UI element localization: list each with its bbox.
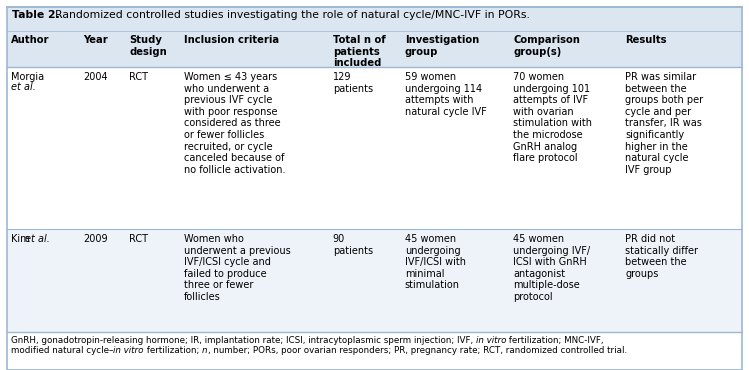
Text: Kim: Kim — [11, 234, 33, 244]
Text: RCT: RCT — [130, 234, 148, 244]
Text: in vitro: in vitro — [476, 336, 506, 345]
Text: Women ≤ 43 years
who underwent a
previous IVF cycle
with poor response
considere: Women ≤ 43 years who underwent a previou… — [184, 72, 285, 175]
Text: PR did not
statically differ
between the
groups: PR did not statically differ between the… — [625, 234, 698, 279]
Text: et al.: et al. — [11, 82, 36, 92]
Bar — [7, 67, 742, 229]
Text: in vitro: in vitro — [113, 346, 144, 355]
Text: 2009: 2009 — [83, 234, 108, 244]
Text: Author: Author — [11, 35, 49, 45]
Text: PR was similar
between the
groups both per
cycle and per
transfer, IR was
signif: PR was similar between the groups both p… — [625, 72, 703, 175]
Bar — [7, 31, 742, 67]
Text: Results: Results — [625, 35, 667, 45]
Text: fertilization; MNC-IVF,: fertilization; MNC-IVF, — [506, 336, 604, 345]
Text: Morgia: Morgia — [11, 72, 44, 82]
Text: 90
patients: 90 patients — [333, 234, 373, 256]
Text: Year: Year — [83, 35, 108, 45]
Text: 45 women
undergoing
IVF/ICSI with
minimal
stimulation: 45 women undergoing IVF/ICSI with minima… — [404, 234, 466, 290]
Text: RCT: RCT — [130, 72, 148, 82]
Text: Study
design: Study design — [130, 35, 167, 57]
Text: 129
patients: 129 patients — [333, 72, 373, 94]
Bar — [7, 7, 742, 31]
Text: Investigation
group: Investigation group — [404, 35, 479, 57]
Text: n: n — [202, 346, 207, 355]
Text: fertilization;: fertilization; — [144, 346, 202, 355]
Text: Women who
underwent a previous
IVF/ICSI cycle and
failed to produce
three or few: Women who underwent a previous IVF/ICSI … — [184, 234, 291, 302]
Text: Table 2.: Table 2. — [12, 10, 60, 20]
Bar — [7, 229, 742, 332]
Text: 59 women
undergoing 114
attempts with
natural cycle IVF: 59 women undergoing 114 attempts with na… — [404, 72, 486, 117]
Text: 45 women
undergoing IVF/
ICSI with GnRH
antagonist
multiple-dose
protocol: 45 women undergoing IVF/ ICSI with GnRH … — [513, 234, 590, 302]
Text: GnRH, gonadotropin-releasing hormone; IR, implantation rate; ICSI, intracytoplas: GnRH, gonadotropin-releasing hormone; IR… — [11, 336, 476, 345]
Text: modified natural cycle–: modified natural cycle– — [11, 346, 113, 355]
Text: et al.: et al. — [25, 234, 50, 244]
Text: , number; PORs, poor ovarian responders; PR, pregnancy rate; RCT, randomized con: , number; PORs, poor ovarian responders;… — [207, 346, 627, 355]
Text: Total n of
patients
included: Total n of patients included — [333, 35, 386, 68]
Text: Comparison
group(s): Comparison group(s) — [513, 35, 580, 57]
Text: 70 women
undergoing 101
attempts of IVF
with ovarian
stimulation with
the microd: 70 women undergoing 101 attempts of IVF … — [513, 72, 592, 163]
Bar — [7, 332, 742, 370]
Text: 2004: 2004 — [83, 72, 108, 82]
Text: Randomized controlled studies investigating the role of natural cycle/MNC-IVF in: Randomized controlled studies investigat… — [55, 10, 530, 20]
Text: Inclusion criteria: Inclusion criteria — [184, 35, 279, 45]
